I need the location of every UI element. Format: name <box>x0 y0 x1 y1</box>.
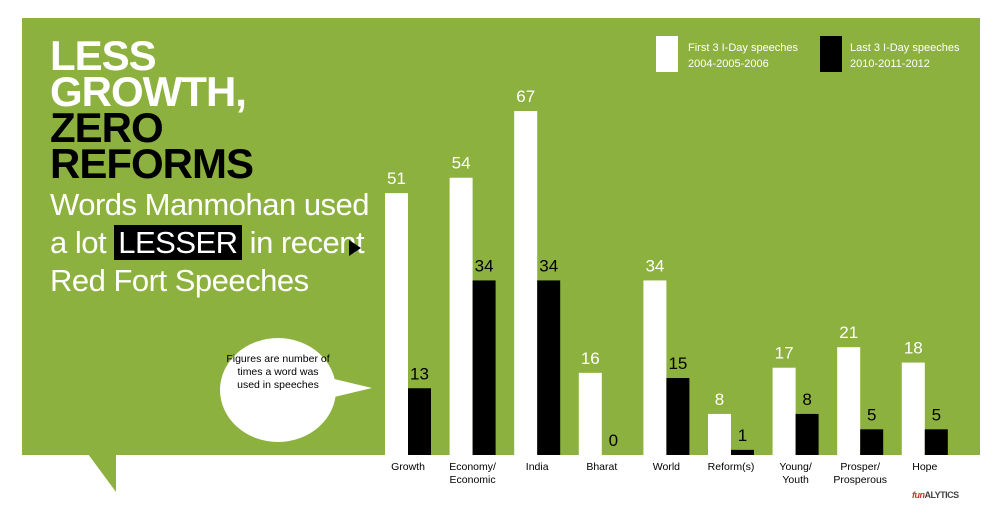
legend-swatch-first <box>656 36 678 72</box>
subtitle-before: Words Manmohan used a lot <box>50 187 370 260</box>
legend-swatch-last <box>820 36 842 72</box>
value-label-first-7: 21 <box>839 323 858 342</box>
value-label-last-7: 5 <box>867 405 876 424</box>
category-label-6-0: Young/ <box>779 461 811 473</box>
category-label-8: Hope <box>912 461 937 473</box>
category-label-2: India <box>526 461 549 473</box>
legend-period-last: 2010-2011-2012 <box>850 58 930 70</box>
bar-last-7 <box>860 429 884 455</box>
bar-first-4 <box>643 280 667 455</box>
bar-last-5 <box>731 449 754 455</box>
legend-name-last: Last 3 I-Day speeches <box>850 42 960 54</box>
headline: LESS GROWTH, ZERO REFORMS <box>50 32 254 187</box>
category-label-1-0: Economy/ <box>449 461 496 473</box>
value-label-first-6: 17 <box>775 344 794 363</box>
bar-first-5 <box>708 413 731 455</box>
legend-period-first: 2004-2005-2006 <box>688 58 769 70</box>
category-label-7-1: Prosperous <box>833 474 887 486</box>
bar-last-1 <box>472 280 496 455</box>
brand-suffix: ALYTICS <box>924 490 960 500</box>
bar-first-8 <box>901 362 925 455</box>
value-label-last-2: 34 <box>539 256 558 275</box>
value-label-first-0: 51 <box>387 169 406 188</box>
value-label-first-4: 34 <box>645 256 664 275</box>
bar-last-6 <box>795 413 819 455</box>
bar-first-3 <box>578 372 602 455</box>
bar-last-4 <box>666 377 690 455</box>
value-label-last-8: 5 <box>932 405 941 424</box>
bar-last-0 <box>408 388 431 455</box>
bar-first-7 <box>837 347 861 455</box>
category-label-3: Bharat <box>586 461 617 473</box>
subtitle-after: in recent Red Fort Speeches <box>50 225 365 298</box>
note-text: Figures are number of times a word was u… <box>226 353 330 391</box>
legend-label-last: Last 3 I-Day speeches 2010-2011-2012 <box>850 40 959 72</box>
highlight-arrow-icon <box>349 240 361 256</box>
value-label-last-1: 34 <box>475 256 494 275</box>
subtitle-highlight: LESSER <box>114 225 242 260</box>
value-label-first-5: 8 <box>715 390 724 409</box>
legend-name-first: First 3 I-Day speeches <box>688 42 799 54</box>
value-label-last-0: 13 <box>410 364 429 383</box>
legend-label-first: First 3 I-Day speeches 2004-2005-2006 <box>688 40 798 72</box>
value-label-last-5: 1 <box>738 426 747 445</box>
note-bubble-tail <box>330 378 372 398</box>
value-label-first-8: 18 <box>904 339 923 358</box>
category-label-6-1: Youth <box>782 474 809 486</box>
value-label-last-3: 0 <box>609 431 618 450</box>
brand-prefix: fun <box>912 490 925 500</box>
value-label-last-6: 8 <box>802 390 811 409</box>
headline-line-4: REFORMS <box>50 140 254 187</box>
bar-first-2 <box>514 111 538 455</box>
brand-logo: funALYTICS <box>912 490 959 500</box>
note-bubble <box>220 338 336 442</box>
bar-first-1 <box>449 177 473 455</box>
value-label-first-1: 54 <box>452 154 471 173</box>
bar-first-6 <box>772 367 796 455</box>
category-label-7-0: Prosper/ <box>840 461 880 473</box>
value-label-first-3: 16 <box>581 349 600 368</box>
value-label-last-4: 15 <box>668 354 687 373</box>
subtitle: Words Manmohan used a lot LESSER in rece… <box>50 186 370 300</box>
bar-last-2 <box>537 280 561 455</box>
bar-last-8 <box>924 429 948 455</box>
category-label-0: Growth <box>391 461 425 473</box>
headline-line-3: ZERO <box>50 104 164 151</box>
headline-line-2: GROWTH, <box>50 68 247 115</box>
category-label-1-1: Economic <box>450 474 496 486</box>
value-label-first-2: 67 <box>516 87 535 106</box>
headline-line-1: LESS <box>50 32 157 79</box>
category-label-4: World <box>653 461 680 473</box>
bar-first-0 <box>385 193 408 456</box>
category-label-5: Reform(s) <box>708 461 755 473</box>
panel-pointer <box>88 454 116 492</box>
